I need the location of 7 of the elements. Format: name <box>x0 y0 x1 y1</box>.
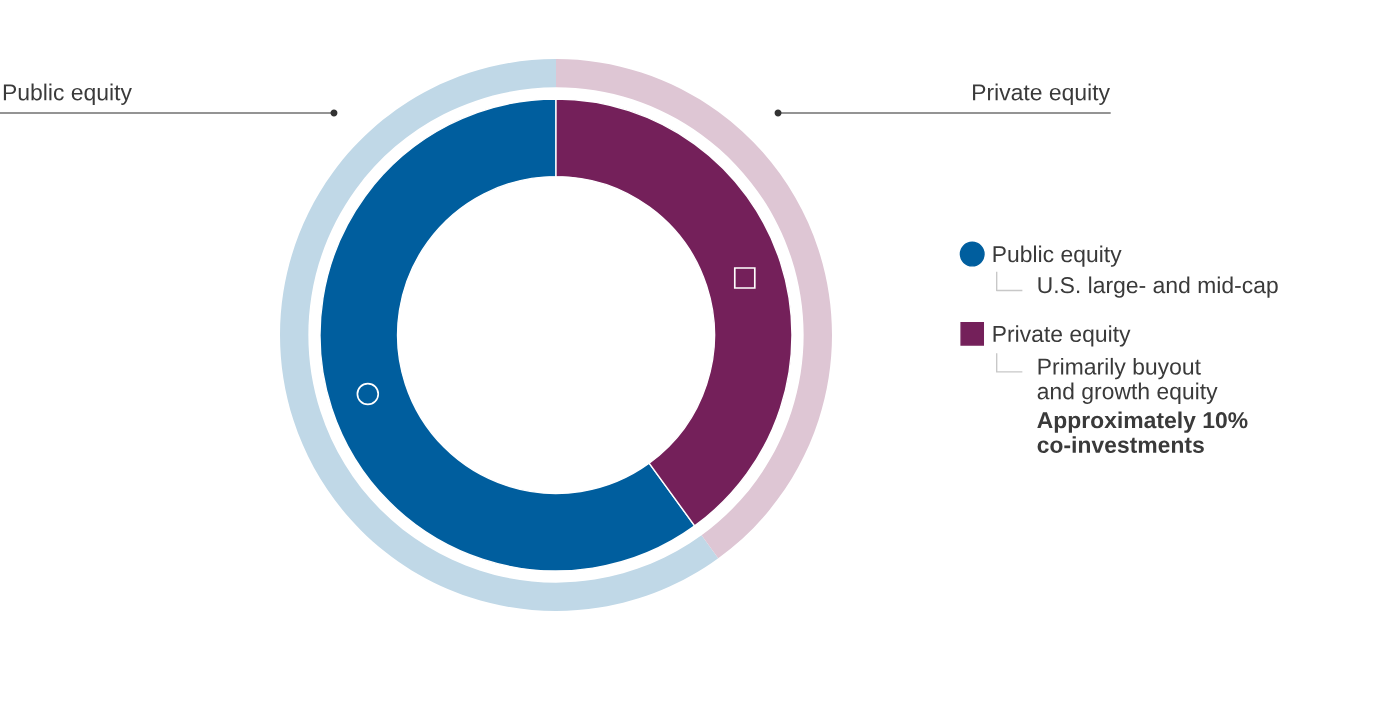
text: U.S. large- and mid-cap <box>1038 276 1278 298</box>
slice-label: Private equity <box>973 83 1110 105</box>
text: Primarily buyout and growth equity <box>1037 357 1218 404</box>
legend-label: Private equity <box>993 325 1131 347</box>
legend-label: Public equity <box>993 245 1122 267</box>
text: Approximately 10% co-investments <box>1037 411 1248 454</box>
slice-label: Public equity <box>3 83 132 105</box>
